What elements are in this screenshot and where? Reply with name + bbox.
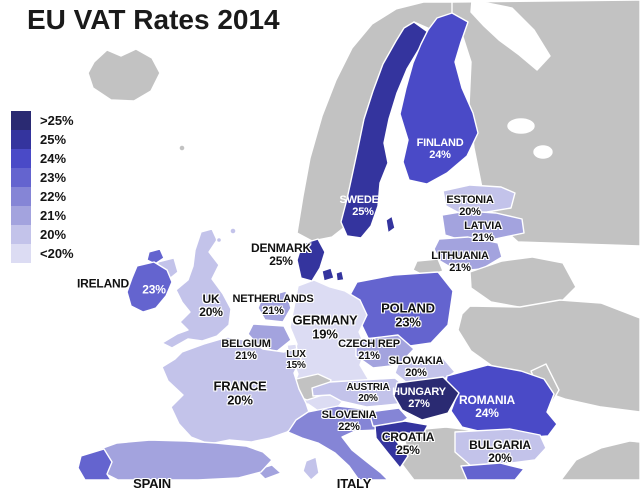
legend-label: 22% — [40, 189, 67, 204]
denmark-island-funen — [335, 270, 345, 282]
legend-swatch — [11, 111, 31, 130]
country-bulgaria — [454, 428, 547, 467]
country-greece — [460, 462, 525, 480]
country-croatia — [374, 420, 429, 469]
country-sweden — [340, 21, 429, 239]
gotland-island — [385, 215, 396, 234]
legend-swatch — [11, 187, 31, 206]
white-sea — [470, 0, 551, 71]
legend-swatch — [11, 149, 31, 168]
corsica-island — [302, 456, 320, 480]
legend-swatch — [11, 225, 31, 244]
europe-choropleth-map — [77, 0, 640, 480]
country-latvia — [441, 210, 525, 242]
country-belarus — [469, 256, 577, 309]
country-hungary — [393, 376, 460, 421]
country-italy — [287, 405, 394, 480]
country-netherlands — [257, 290, 292, 323]
legend-row: 21% — [11, 206, 74, 225]
country-iceland — [87, 48, 161, 102]
legend-row: 24% — [11, 149, 74, 168]
legend-label: 23% — [40, 170, 67, 185]
country-estonia — [442, 184, 516, 215]
legend-row: 20% — [11, 225, 74, 244]
legend-label: 20% — [40, 227, 67, 242]
legend-swatch — [11, 130, 31, 149]
legend-label: 25% — [40, 132, 67, 147]
legend-label: <20% — [40, 246, 74, 261]
country-ukraine — [457, 299, 640, 413]
legend-row: 22% — [11, 187, 74, 206]
legend-label: 24% — [40, 151, 67, 166]
legend-swatch — [11, 168, 31, 187]
country-portugal — [77, 448, 113, 480]
ireland-islet — [146, 248, 165, 265]
legend-label: 21% — [40, 208, 67, 223]
country-denmark — [296, 238, 326, 282]
orkney-islands — [215, 236, 223, 244]
legend-row: 23% — [11, 168, 74, 187]
country-turkey — [560, 440, 640, 480]
country-finland — [399, 12, 479, 185]
legend-swatch — [11, 244, 31, 263]
legend-row: <20% — [11, 244, 74, 263]
shetland-islands — [229, 227, 237, 235]
legend-row: 25% — [11, 130, 74, 149]
legend: >25% 25% 24% 23% 22% 21% 20% <20% — [11, 111, 74, 263]
country-ireland — [126, 261, 173, 313]
page-title: EU VAT Rates 2014 — [27, 4, 280, 35]
faroe-islands — [178, 144, 186, 152]
lake-onega — [533, 145, 553, 159]
lake-ladoga — [507, 118, 535, 134]
denmark-island-zealand — [321, 267, 335, 282]
legend-row: >25% — [11, 111, 74, 130]
country-uk — [161, 228, 232, 349]
legend-label: >25% — [40, 113, 74, 128]
country-spain — [86, 439, 273, 480]
country-austria — [311, 377, 410, 408]
eu-vat-map-page: { "title": "EU VAT Rates 2014", "colors"… — [11, 0, 640, 491]
legend-swatch — [11, 206, 31, 225]
country-france — [161, 336, 311, 445]
